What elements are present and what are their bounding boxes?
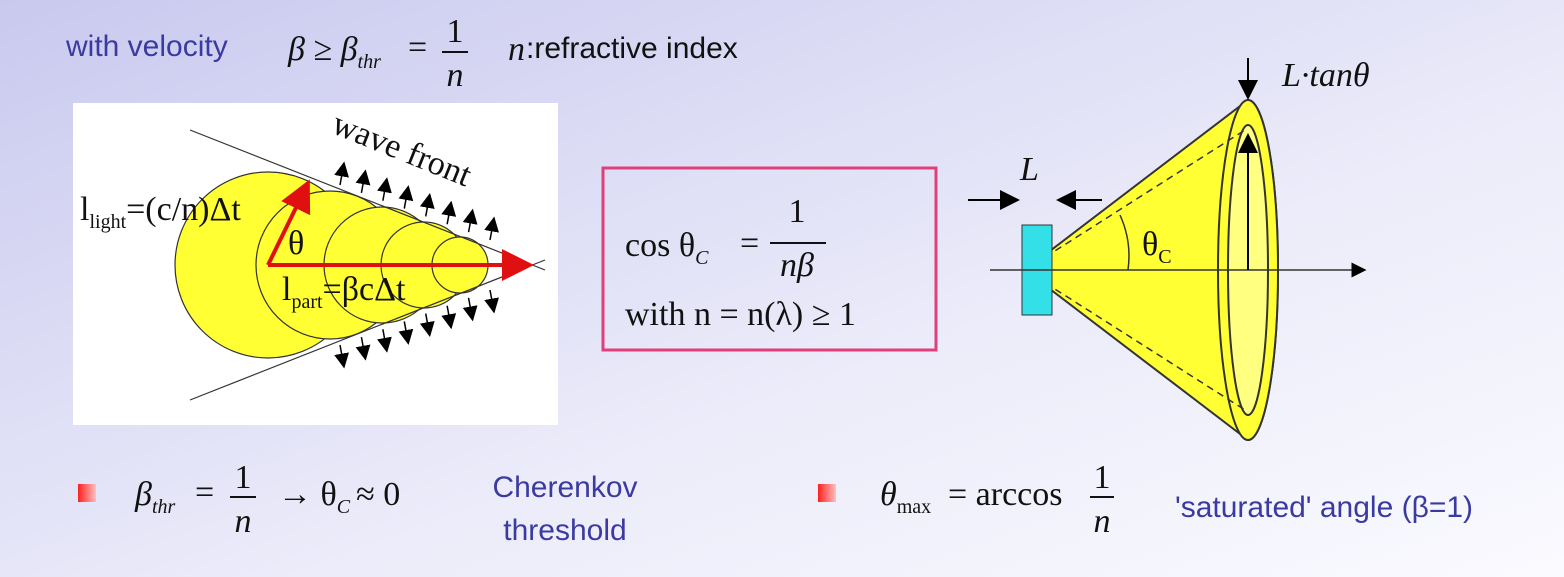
b2-caption: 'saturated' angle (β=1) xyxy=(1175,491,1473,524)
note: :refractive index xyxy=(526,32,738,65)
b2-lhs: θmax xyxy=(880,476,931,518)
b1-lhs: βthr xyxy=(134,476,175,518)
theta: θ xyxy=(288,225,304,262)
formula-den: n xyxy=(447,57,464,94)
wave-arrow xyxy=(334,344,349,369)
wave-arrow xyxy=(441,305,457,330)
lead: with velocity xyxy=(65,30,228,63)
b2-den: n xyxy=(1094,503,1111,540)
b2-eq: = arccos xyxy=(948,476,1063,513)
dashed-cone xyxy=(1024,129,1246,411)
b1-caption: Cherenkov xyxy=(492,471,637,504)
box-lhs: cos θC xyxy=(625,227,709,269)
wave-arrow xyxy=(355,337,371,361)
length-label: L xyxy=(1019,151,1039,188)
n-symbol: n xyxy=(508,31,525,68)
light-label: llight=(c/n)Δt xyxy=(80,191,241,233)
box-num: 1 xyxy=(789,193,806,230)
radius-label: L·tanθ xyxy=(1281,57,1370,94)
angle-arc xyxy=(1119,214,1130,271)
cone-line xyxy=(189,259,546,401)
formula-eq: = xyxy=(408,29,427,66)
box-eq: = xyxy=(740,225,759,262)
formula-box xyxy=(601,166,938,352)
wave-arrow xyxy=(441,200,457,225)
box-den: nβ xyxy=(780,247,814,284)
bullet xyxy=(818,484,836,502)
wave-arrow xyxy=(377,177,392,201)
b1-num: 1 xyxy=(235,459,252,496)
bullet xyxy=(78,484,96,502)
wave-arrow xyxy=(398,185,414,209)
wave-arrow xyxy=(484,216,499,241)
cone-line xyxy=(189,129,546,271)
b1-den: n xyxy=(235,503,252,540)
light-arrow xyxy=(266,179,311,266)
formula-lhs: β ≥ βthr xyxy=(287,31,381,73)
wave-arrow xyxy=(419,192,435,217)
b1-rest: → θC ≈ 0 xyxy=(278,476,400,518)
wave-arrow xyxy=(377,329,392,353)
wave-arrow xyxy=(462,297,478,322)
wave-arrow xyxy=(484,289,499,314)
wave-arrow xyxy=(398,321,414,345)
formula-num: 1 xyxy=(447,13,464,50)
b1-eq: = xyxy=(195,474,214,511)
part-label: lpart=βcΔt xyxy=(282,271,406,313)
box-line2: with n = n(λ) ≥ 1 xyxy=(625,296,856,333)
wave-arrows xyxy=(334,161,499,369)
wave-arrow xyxy=(419,313,435,338)
b2-num: 1 xyxy=(1094,459,1111,496)
wave-arrow xyxy=(355,169,371,193)
wave-arrow xyxy=(334,161,349,186)
b1-caption: threshold xyxy=(503,514,626,547)
angle-label: θC xyxy=(1142,226,1172,268)
wave-arrow xyxy=(462,208,478,233)
